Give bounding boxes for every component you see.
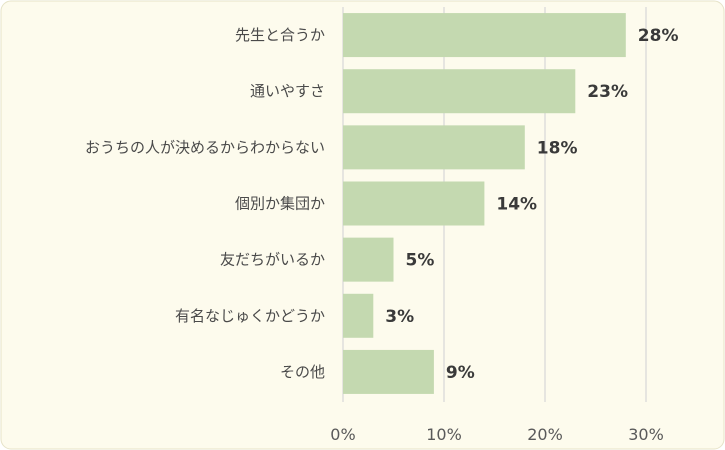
value-label: 28% [638,26,679,46]
x-axis-ticks: 0% 10% 20% 30% [330,425,663,444]
value-label: 14% [496,195,537,215]
bar [343,237,394,282]
value-labels: 28% 23% 18% 14% 5% 3% 9% [385,26,678,383]
value-label: 23% [587,82,628,102]
category-labels: 先生と合うか通いやすさおうちの人が決めるからわからない個別か集団か友だちがいるか… [85,26,325,381]
bar [343,181,485,226]
bar [343,349,434,394]
category-label: 友だちがいるか [220,251,325,269]
bar [343,69,576,114]
bar [343,13,626,58]
bars [343,13,626,394]
x-tick-label: 30% [628,425,664,444]
value-label: 18% [537,138,578,158]
category-label: 通いやすさ [250,82,325,100]
category-label: その他 [280,363,325,381]
value-label: 3% [385,307,414,327]
x-tick-label: 0% [330,425,355,444]
value-label: 9% [446,363,475,383]
x-tick-label: 10% [426,425,462,444]
bar [343,125,525,170]
category-label: おうちの人が決めるからわからない [85,138,325,156]
category-label: 個別か集団か [235,195,325,213]
value-label: 5% [406,251,435,271]
x-tick-label: 20% [527,425,563,444]
bar [343,293,374,338]
category-label: 先生と合うか [235,26,325,44]
category-label: 有名なじゅくかどうか [175,307,325,325]
